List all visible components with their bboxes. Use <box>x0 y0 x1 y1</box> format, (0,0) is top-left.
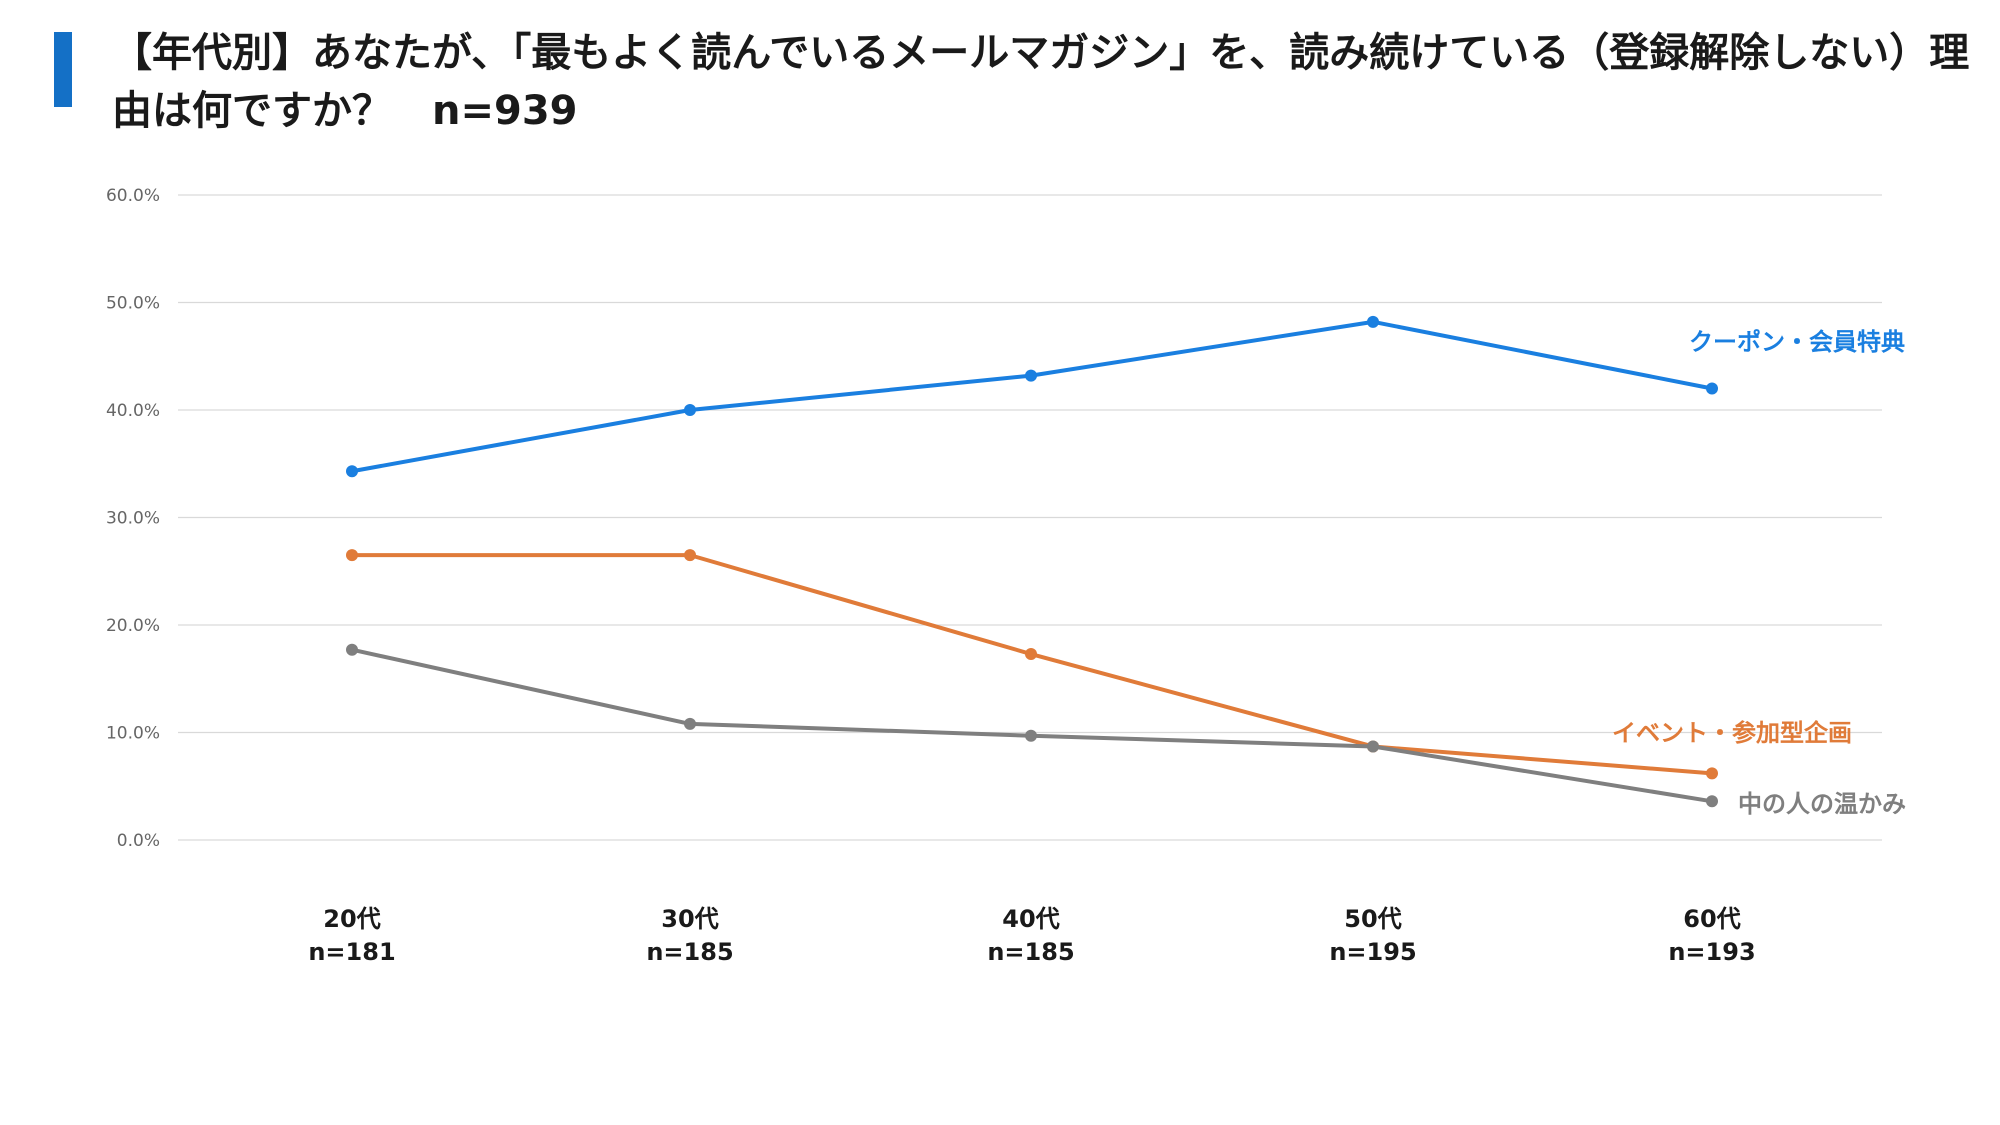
y-tick-label: 60.0% <box>106 186 160 206</box>
data-point <box>346 465 358 478</box>
y-tick-label: 0.0% <box>117 831 160 851</box>
x-category-label: 60代 <box>1683 905 1740 933</box>
grid-lines <box>178 194 1882 841</box>
x-category-sublabel: n=181 <box>308 938 395 966</box>
data-point <box>346 643 358 656</box>
data-point <box>684 717 696 730</box>
series-group <box>346 315 1718 808</box>
data-point <box>1706 767 1718 780</box>
x-category-label: 20代 <box>323 905 380 933</box>
x-category-sublabel: n=195 <box>1329 938 1416 966</box>
x-category-label: 30代 <box>661 905 718 933</box>
series-label: イベント・参加型企画 <box>1612 719 1852 747</box>
y-axis: 0.0% 10.0% 20.0% 30.0% 40.0% 50.0% 60.0% <box>106 186 160 851</box>
data-point <box>1367 740 1379 753</box>
chart-title: 【年代別】あなたが、「最もよく読んでいるメールマガジン」を、読み続けている（登録… <box>112 30 1970 134</box>
data-point <box>346 549 358 562</box>
series-label: クーポン・会員特典 <box>1689 328 1905 356</box>
data-point <box>1367 315 1379 328</box>
y-tick-label: 10.0% <box>106 724 160 744</box>
y-tick-label: 40.0% <box>106 401 160 421</box>
data-point <box>684 549 696 562</box>
y-tick-label: 50.0% <box>106 294 160 314</box>
x-category-sublabel: n=185 <box>646 938 733 966</box>
y-tick-label: 20.0% <box>106 616 160 636</box>
y-tick-label: 30.0% <box>106 509 160 529</box>
series-line <box>351 319 1713 474</box>
x-axis: 20代 n=181 30代 n=185 40代 n=185 50代 n=195 60代 n=193 <box>308 905 1755 966</box>
data-point <box>1025 648 1037 661</box>
data-point <box>1025 729 1037 742</box>
series-label: 中の人の温かみ <box>1738 790 1906 818</box>
x-category-sublabel: n=185 <box>987 938 1074 966</box>
x-category-sublabel: n=193 <box>1668 938 1755 966</box>
series-line <box>351 647 1713 804</box>
data-point <box>1706 382 1718 395</box>
x-category-label: 40代 <box>1002 905 1059 933</box>
data-point <box>684 404 696 416</box>
data-point <box>1025 369 1037 382</box>
data-point <box>1706 795 1718 808</box>
x-category-label: 50代 <box>1344 905 1401 933</box>
title-accent-bar <box>54 32 72 107</box>
